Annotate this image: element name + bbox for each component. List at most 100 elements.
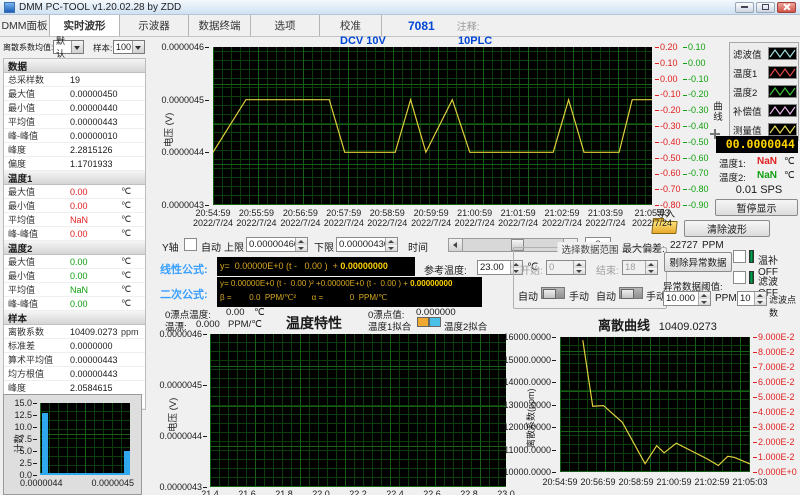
range-toggle-2[interactable]	[619, 287, 643, 299]
maximize-button[interactable]	[756, 1, 775, 13]
stats-section-header: 数据	[4, 59, 145, 73]
quadratic-formula-display: y= 0.00000E+0 (t - 0.00 )² +0.00000E+0 (…	[217, 277, 482, 307]
tab-3[interactable]: 示波器	[120, 15, 189, 36]
stats-row: 峰-峰值 0.00 ℃	[4, 297, 145, 311]
legend-item[interactable]: 滤波值	[731, 44, 797, 63]
stats-row-label: 最大值	[8, 89, 36, 99]
temp-chart-title: 温度特性	[286, 315, 342, 331]
remove-outliers-button[interactable]: 剔除异常数据	[664, 252, 732, 272]
temp1-value: NaN	[757, 156, 778, 167]
main-red-tick: -0.40	[655, 137, 681, 147]
legend-item[interactable]: 补偿值	[731, 101, 797, 120]
main-red-tick: 0.00	[655, 74, 681, 84]
import-folder-icon[interactable]	[651, 221, 678, 234]
spinner-arrows-icon[interactable]	[510, 261, 522, 274]
spinner-arrows-icon[interactable]	[295, 238, 307, 251]
tab-1[interactable]: DMM面板	[0, 15, 50, 36]
main-x-tick-time: 20:55:59	[238, 208, 274, 218]
statistics-table: 数据 总采样数 19 最大值 0.00000450 最小值 0.00000440 平均值 0.0…	[3, 58, 146, 410]
minimize-button[interactable]	[735, 1, 754, 13]
stats-row-value: 0.00	[70, 256, 88, 267]
main-red-tick: -0.50	[655, 153, 681, 163]
tab-5[interactable]: 选项	[251, 15, 320, 36]
range-toggle-1[interactable]	[541, 287, 565, 299]
range-end-spinner[interactable]: 18	[622, 260, 658, 275]
mean-select[interactable]: 默认	[53, 36, 84, 59]
disperse-title-text: 离散曲线	[598, 318, 651, 333]
plot-legend: 滤波值 温度1 温度2 补偿值测量值	[729, 42, 799, 141]
filter-points-spinner[interactable]: 10	[737, 291, 767, 306]
spinner-arrows-icon[interactable]	[645, 261, 657, 274]
ref-temp-spinner[interactable]: 23.00	[477, 260, 523, 275]
main-y-tick: 0.0000046	[151, 42, 209, 52]
range-end-value: 18	[625, 262, 636, 273]
graph-pan-icon[interactable]	[710, 129, 720, 139]
main-red-tick: -0.60	[655, 168, 681, 178]
dropdown-arrow-icon[interactable]	[132, 41, 144, 53]
disperse-x-tick: 21:02:59	[694, 477, 730, 487]
scroll-left-icon[interactable]	[449, 239, 463, 251]
stats-row-unit: ℃	[121, 200, 132, 210]
legend-item[interactable]: 温度2	[731, 82, 797, 101]
range-end-label: 结束:	[596, 266, 619, 277]
stats-row-label: 均方根值	[8, 369, 45, 379]
spinner-arrows-icon[interactable]	[754, 292, 766, 305]
quad-formula-constant: 0.00000000	[410, 279, 453, 288]
stats-row: 最大值 0.00 ℃	[4, 185, 145, 199]
temp-x-tick: 22.8	[460, 489, 478, 495]
legend-item[interactable]: 测量值	[731, 120, 797, 139]
spinner-arrows-icon[interactable]	[573, 261, 585, 274]
stats-row-value: 1.1701933	[70, 158, 113, 169]
sample-select[interactable]: 100	[113, 40, 145, 54]
lower-limit-label: 下限	[314, 243, 334, 254]
dropdown-arrow-icon[interactable]	[71, 41, 83, 53]
legend-item-label: 补偿值	[733, 106, 762, 118]
filter-checkbox[interactable]	[733, 271, 746, 284]
temp-fit2-swatch[interactable]	[429, 317, 441, 327]
scrollbar-thumb[interactable]	[511, 239, 524, 251]
stats-row: 峰-峰值 0.00000010	[4, 129, 145, 143]
tab-4[interactable]: 数据终端	[189, 15, 251, 36]
lower-limit-spinner[interactable]: 0.00000430	[336, 237, 398, 252]
stats-row-value: 0.00000443	[70, 116, 118, 127]
range-start-spinner[interactable]: 0	[546, 260, 586, 275]
maximize-icon	[762, 4, 769, 10]
pause-display-button[interactable]: 暂停显示	[715, 199, 798, 216]
disperse-right-tick: 6.000E-2	[753, 377, 797, 387]
tab-2[interactable]: 实时波形	[50, 15, 120, 36]
tab-6[interactable]: 校准	[320, 15, 382, 36]
legend-line-icon	[768, 104, 797, 117]
clear-waveform-button[interactable]: 清除波形	[684, 220, 770, 237]
range-start-value: 0	[549, 262, 555, 273]
main-green-tick: 0.10	[683, 42, 709, 52]
stats-row-label: 最大值	[8, 187, 36, 197]
stats-row-label: 最小值	[8, 271, 36, 281]
main-x-tick-date: 2022/7/24	[498, 218, 539, 228]
main-x-tick-time: 21:00:59	[457, 208, 493, 218]
spinner-arrows-icon[interactable]	[385, 238, 397, 251]
threshold-unit: PPM	[715, 293, 737, 304]
temp-fit1-swatch[interactable]	[417, 317, 429, 327]
main-red-tick: -0.30	[655, 121, 681, 131]
spinner-arrows-icon[interactable]	[698, 292, 710, 305]
disperse-right-tick: 4.000E-2	[753, 407, 797, 417]
main-x-tick: 20:57:59 2022/7/24	[313, 208, 375, 228]
main-x-tick-time: 20:54:59	[195, 208, 231, 218]
scrollbar-track[interactable]	[463, 239, 563, 251]
disperse-right-tick: 0.000E+0	[753, 467, 797, 477]
temp-comp-checkbox[interactable]	[733, 250, 746, 263]
title-bar: DMM PC-TOOL v1.20.02.28 by ZDD	[0, 0, 800, 15]
temp-chart-y-label: 电压 (V)	[168, 397, 179, 432]
stats-section-header: 样本	[4, 311, 145, 325]
disperse-chart-title: 离散曲线 10409.0273	[598, 315, 717, 334]
main-x-tick-date: 2022/7/24	[236, 218, 277, 228]
range-start-label: 开始:	[520, 266, 543, 277]
upper-limit-spinner[interactable]: 0.00000460	[246, 237, 308, 252]
legend-item[interactable]: 温度1	[731, 63, 797, 82]
app-icon	[4, 1, 15, 13]
y-axis-auto-checkbox[interactable]	[184, 238, 197, 251]
threshold-spinner[interactable]: 10.000	[663, 291, 711, 306]
close-button[interactable]	[777, 1, 796, 13]
stats-row: 总采样数 19	[4, 73, 145, 87]
